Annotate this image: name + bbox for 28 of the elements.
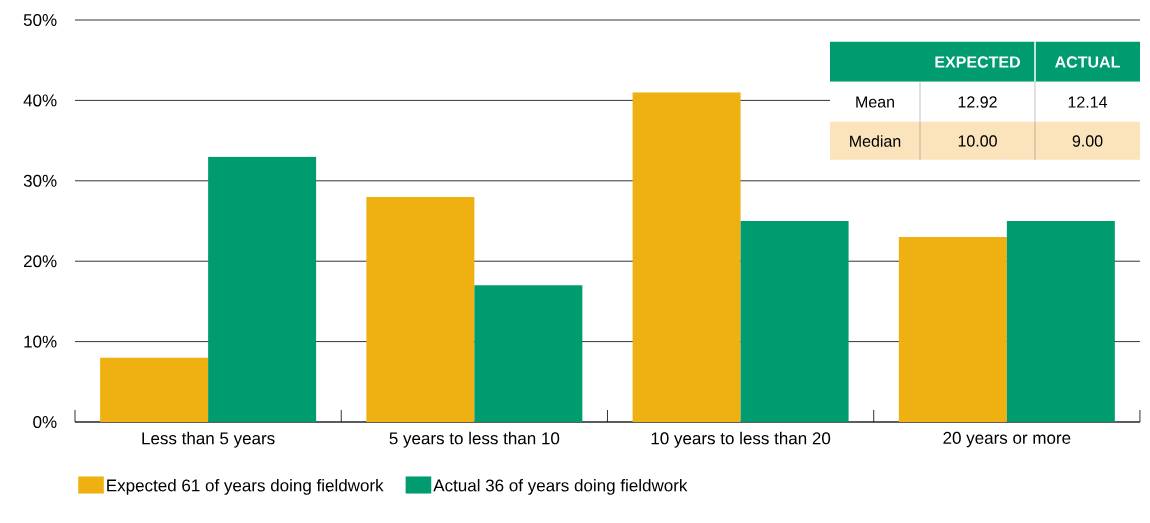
annotation: 12.14 <box>1068 96 1108 108</box>
bar <box>366 196 475 422</box>
bar <box>474 285 583 422</box>
x-tick-label: Less than 5 years <box>142 431 275 448</box>
y-tick-label: 50% <box>23 13 57 27</box>
annotation: EXPECTED <box>935 56 1020 68</box>
annotation: 12.92 <box>958 96 997 108</box>
x-tick-label: 20 years or more <box>943 431 1071 448</box>
annotation: Median <box>850 135 901 147</box>
y-tick-label: 20% <box>23 255 57 268</box>
y-tick-label: 0% <box>33 415 57 429</box>
bar <box>100 357 209 422</box>
annotation: ACTUAL <box>1055 56 1120 68</box>
annotation: Mean <box>856 96 894 108</box>
annotation: 10.00 <box>958 135 997 147</box>
annotation: 9.00 <box>1072 135 1103 147</box>
legend-label: Expected 61 of years doing fieldwork <box>107 478 384 495</box>
x-tick-label: 5 years to less than 10 <box>389 431 560 448</box>
bar <box>632 92 741 422</box>
y-tick-label: 40% <box>23 94 57 107</box>
bar <box>740 221 849 422</box>
y-tick-label: 10% <box>24 335 57 348</box>
legend-label: Actual 36 of years doing fieldwork <box>433 478 688 495</box>
x-tick-label: 10 years to less than 20 <box>651 431 831 448</box>
y-tick-label: 30% <box>23 174 57 187</box>
bar <box>898 237 1007 422</box>
bar <box>208 156 317 422</box>
bar <box>1006 221 1115 422</box>
